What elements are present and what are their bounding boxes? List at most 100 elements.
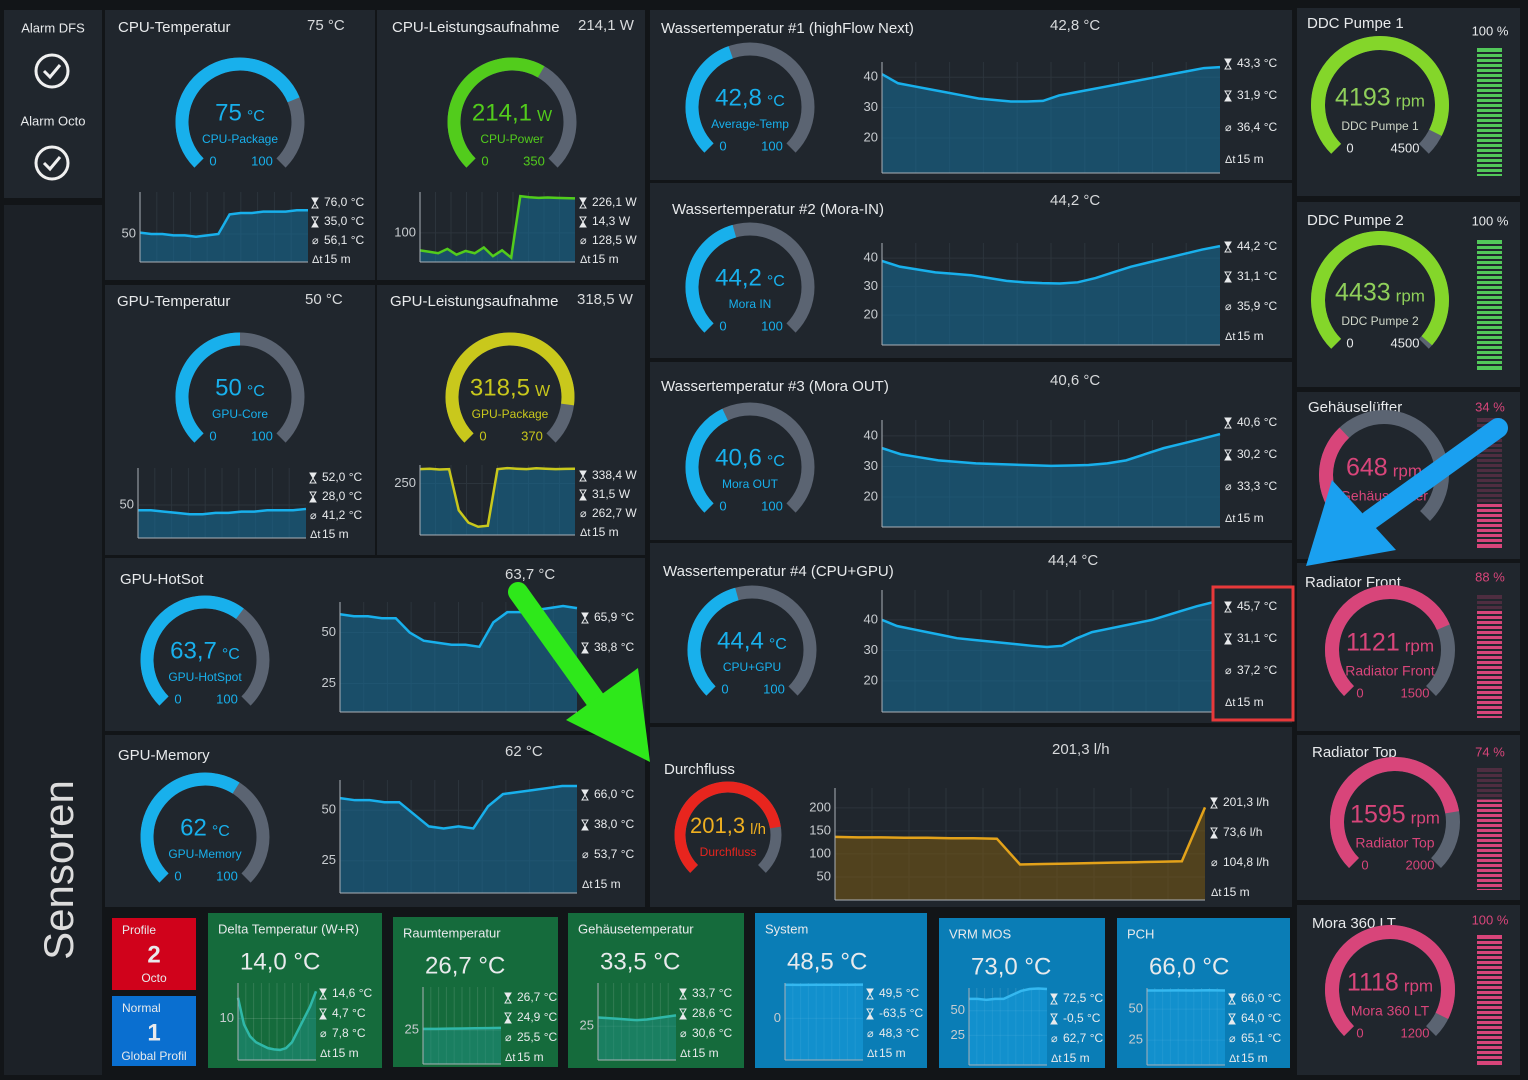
hourglass-fill <box>310 497 316 502</box>
stat-icon: ⌀ <box>312 235 319 247</box>
stat-value: 66,0 °C <box>1241 991 1281 1005</box>
gauge-min: 0 <box>209 428 216 443</box>
alarm-label: Alarm Octo <box>20 113 85 128</box>
panel-title: Wassertemperatur #3 (Mora OUT) <box>661 378 889 395</box>
y-tick-label: 40 <box>864 427 878 442</box>
hourglass-fill <box>1225 602 1231 607</box>
stat-value: 15 m <box>692 1046 719 1060</box>
panel-title: Wassertemperatur #2 (Mora-IN) <box>672 201 884 218</box>
stat-value: 31,1 °C <box>1237 631 1277 645</box>
hourglass-fill <box>320 1014 326 1019</box>
gauge-max: 100 <box>216 691 238 706</box>
stat-value: 38,0 °C <box>594 817 634 831</box>
stat-value: 15 m <box>1241 1051 1268 1065</box>
profile-number: 2 <box>147 941 160 968</box>
hourglass-fill <box>312 198 318 203</box>
stat-value: 36,4 °C <box>1237 120 1277 134</box>
stat-icon: Δt <box>580 254 590 266</box>
area <box>340 606 577 712</box>
alarm-panel <box>4 10 102 198</box>
stat-value: 64,0 °C <box>1241 1011 1281 1025</box>
gauge-max: 4500 <box>1391 335 1420 350</box>
gauge-max: 100 <box>761 318 783 333</box>
hourglass-fill <box>580 471 586 476</box>
gauge-max: 4500 <box>1391 140 1420 155</box>
gauge-arc <box>175 332 241 443</box>
gauge-min: 0 <box>174 868 181 883</box>
stat-value: 62,7 °C <box>1063 1031 1103 1045</box>
gauge-arc <box>175 57 300 168</box>
gauge-max: 2000 <box>1406 857 1435 872</box>
stat-value: 43,3 °C <box>1237 56 1277 70</box>
tile-reading: 14,0 °C <box>240 948 320 975</box>
stat-value: 66,0 °C <box>594 787 634 801</box>
hourglass-fill <box>310 473 316 478</box>
hourglass-fill <box>1225 455 1231 460</box>
panel-title: GPU-Leistungsaufnahme <box>390 293 558 310</box>
hourglass-fill <box>580 222 586 227</box>
area <box>238 991 316 1060</box>
gauge-min: 0 <box>174 691 181 706</box>
y-tick-label: 50 <box>817 868 831 883</box>
gauge-value: 75 <box>215 99 242 126</box>
gauge-label: Radiator Front <box>1345 663 1435 679</box>
hourglass-fill <box>582 648 588 653</box>
percent-label: 34 % <box>1475 399 1505 414</box>
level-bar <box>1477 503 1502 548</box>
hourglass-fill <box>320 989 326 994</box>
area <box>882 246 1220 345</box>
gauge-value: 4433 <box>1335 279 1391 307</box>
stat-value: 14,3 W <box>592 214 631 228</box>
panel-reading: 214,1 W <box>578 17 635 34</box>
line <box>881 65 1221 103</box>
panel-reading: 62 °C <box>505 743 543 760</box>
gauge-min: 0 <box>1346 335 1353 350</box>
stat-icon: ⌀ <box>1225 122 1232 134</box>
tile-reading: 66,0 °C <box>1149 953 1229 980</box>
gauge-arc <box>140 772 240 883</box>
annotations <box>508 418 1508 762</box>
gauge-arc <box>1325 585 1450 696</box>
hourglass-fill <box>580 495 586 500</box>
y-tick-label: 30 <box>864 642 878 657</box>
stat-icon: ⌀ <box>1211 857 1218 869</box>
stat-value: 14,6 °C <box>332 986 372 1000</box>
hourglass-fill <box>1211 798 1217 803</box>
y-tick-label: 150 <box>809 822 831 837</box>
stat-icon: ⌀ <box>310 510 317 522</box>
gauge-value: 1118 <box>1347 969 1399 997</box>
gauge-min: 0 <box>1346 140 1353 155</box>
y-tick-label: 40 <box>864 69 878 84</box>
hourglass-fill <box>1225 59 1231 64</box>
line <box>138 507 307 516</box>
gauge-label: Mora OUT <box>722 477 779 491</box>
gauge-arc <box>674 781 781 873</box>
gauge-unit: °C <box>247 383 265 400</box>
stat-icon: ⌀ <box>582 849 589 861</box>
hourglass-fill <box>1229 994 1235 999</box>
panel-reading: 44,2 °C <box>1050 192 1100 209</box>
panel-title: Radiator Top <box>1312 744 1397 761</box>
panel-reading: 40,6 °C <box>1050 372 1100 389</box>
green-arrow-shaft <box>508 582 614 722</box>
hourglass-fill <box>1051 1019 1057 1024</box>
stat-value: 52,0 °C <box>322 470 362 484</box>
stat-icon: Δt <box>1229 1053 1239 1065</box>
hourglass-fill <box>867 989 873 994</box>
stat-value: 24,9 °C <box>517 1010 557 1024</box>
hourglass-fill <box>1229 1019 1235 1024</box>
gauge-max: 1500 <box>1401 685 1430 700</box>
stat-value: 33,7 °C <box>692 986 732 1000</box>
y-tick-label: 25 <box>322 675 336 690</box>
gauge-min: 0 <box>1356 1025 1363 1040</box>
gauge-value: 214,1 <box>472 99 532 126</box>
y-tick-label: 10 <box>220 1010 234 1025</box>
line <box>339 784 577 830</box>
panel-title: CPU-Temperatur <box>118 19 231 36</box>
y-tick-label: 200 <box>809 799 831 814</box>
stat-value: 15 m <box>1237 511 1264 525</box>
line <box>236 990 318 1052</box>
gauge-unit: °C <box>247 108 265 125</box>
stat-icon: Δt <box>582 879 592 891</box>
hourglass-fill <box>582 790 588 795</box>
